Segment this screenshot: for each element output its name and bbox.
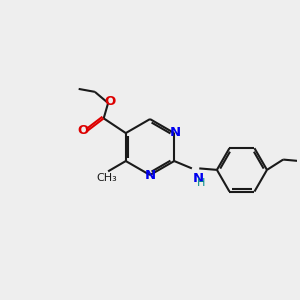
Text: N: N xyxy=(144,169,156,182)
Text: CH₃: CH₃ xyxy=(96,173,117,183)
Text: N: N xyxy=(193,172,204,185)
Text: N: N xyxy=(169,126,180,139)
Text: O: O xyxy=(105,95,116,108)
Text: H: H xyxy=(197,178,206,188)
Text: O: O xyxy=(78,124,89,136)
